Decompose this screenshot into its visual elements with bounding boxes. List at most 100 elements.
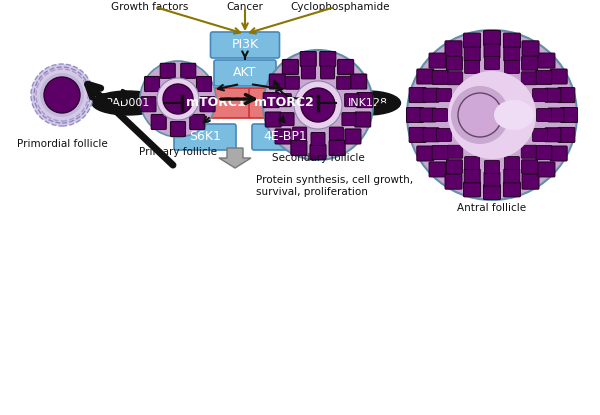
FancyBboxPatch shape	[200, 97, 215, 112]
FancyBboxPatch shape	[291, 140, 307, 156]
FancyBboxPatch shape	[320, 66, 335, 79]
Text: Cyclophosphamide: Cyclophosphamide	[290, 2, 390, 12]
FancyBboxPatch shape	[300, 51, 316, 66]
Text: RAD001: RAD001	[106, 98, 150, 108]
FancyBboxPatch shape	[423, 128, 439, 142]
Circle shape	[448, 71, 536, 159]
FancyBboxPatch shape	[464, 33, 481, 48]
FancyBboxPatch shape	[407, 107, 424, 122]
FancyBboxPatch shape	[485, 56, 499, 69]
FancyBboxPatch shape	[448, 72, 463, 85]
FancyBboxPatch shape	[342, 112, 356, 126]
FancyBboxPatch shape	[536, 146, 552, 160]
FancyBboxPatch shape	[550, 146, 567, 161]
FancyBboxPatch shape	[160, 63, 175, 78]
FancyBboxPatch shape	[558, 88, 575, 103]
FancyBboxPatch shape	[521, 56, 538, 70]
FancyBboxPatch shape	[521, 160, 538, 174]
FancyBboxPatch shape	[301, 66, 316, 79]
FancyBboxPatch shape	[484, 44, 500, 58]
Text: S6K1: S6K1	[189, 130, 221, 144]
Circle shape	[301, 88, 335, 122]
FancyBboxPatch shape	[538, 53, 555, 68]
FancyBboxPatch shape	[464, 169, 480, 183]
FancyBboxPatch shape	[337, 76, 350, 89]
Ellipse shape	[335, 91, 401, 115]
FancyBboxPatch shape	[522, 174, 539, 189]
FancyBboxPatch shape	[448, 145, 463, 158]
FancyBboxPatch shape	[329, 127, 343, 140]
FancyBboxPatch shape	[338, 59, 353, 74]
Circle shape	[458, 93, 502, 137]
Text: Protein synthesis, cell growth,
survival, proliferation: Protein synthesis, cell growth, survival…	[256, 175, 413, 197]
FancyBboxPatch shape	[445, 41, 462, 56]
FancyBboxPatch shape	[464, 47, 480, 61]
FancyBboxPatch shape	[522, 41, 539, 56]
FancyBboxPatch shape	[432, 71, 448, 84]
FancyBboxPatch shape	[446, 56, 463, 70]
FancyBboxPatch shape	[504, 169, 520, 183]
Circle shape	[44, 77, 80, 113]
Text: mTORC2: mTORC2	[254, 97, 314, 110]
FancyBboxPatch shape	[485, 161, 499, 173]
FancyBboxPatch shape	[141, 97, 156, 112]
FancyBboxPatch shape	[464, 156, 479, 170]
FancyBboxPatch shape	[269, 74, 285, 89]
FancyBboxPatch shape	[505, 61, 520, 73]
FancyBboxPatch shape	[249, 88, 319, 118]
FancyBboxPatch shape	[446, 160, 463, 174]
FancyBboxPatch shape	[344, 94, 359, 107]
FancyBboxPatch shape	[211, 32, 280, 58]
FancyBboxPatch shape	[432, 146, 448, 160]
Text: Primordial follicle: Primordial follicle	[17, 139, 107, 149]
Circle shape	[263, 50, 373, 160]
FancyBboxPatch shape	[548, 108, 564, 122]
FancyBboxPatch shape	[355, 112, 371, 127]
FancyBboxPatch shape	[190, 115, 205, 129]
FancyBboxPatch shape	[293, 127, 307, 140]
FancyBboxPatch shape	[277, 94, 292, 107]
FancyBboxPatch shape	[170, 122, 185, 137]
FancyBboxPatch shape	[429, 162, 446, 177]
Circle shape	[140, 61, 216, 137]
FancyBboxPatch shape	[151, 115, 166, 129]
Text: Antral follicle: Antral follicle	[457, 203, 527, 213]
Text: Primary follicle: Primary follicle	[139, 147, 217, 157]
FancyBboxPatch shape	[275, 129, 291, 144]
Text: INK128: INK128	[348, 98, 388, 108]
FancyBboxPatch shape	[429, 53, 446, 68]
FancyBboxPatch shape	[409, 127, 426, 142]
FancyBboxPatch shape	[484, 30, 500, 46]
FancyBboxPatch shape	[484, 172, 500, 186]
Text: AKT: AKT	[233, 66, 257, 80]
Ellipse shape	[494, 100, 534, 130]
FancyBboxPatch shape	[560, 107, 577, 122]
FancyBboxPatch shape	[283, 59, 298, 74]
FancyBboxPatch shape	[351, 74, 367, 89]
FancyBboxPatch shape	[545, 88, 561, 102]
FancyBboxPatch shape	[445, 174, 462, 189]
Text: mTORC1: mTORC1	[186, 97, 246, 110]
FancyBboxPatch shape	[145, 76, 160, 91]
Text: Growth factors: Growth factors	[112, 2, 188, 12]
Text: Cancer: Cancer	[227, 2, 263, 12]
FancyBboxPatch shape	[538, 162, 555, 177]
FancyBboxPatch shape	[329, 140, 345, 156]
FancyBboxPatch shape	[550, 69, 567, 84]
FancyBboxPatch shape	[280, 112, 294, 126]
FancyBboxPatch shape	[521, 72, 536, 85]
Circle shape	[451, 86, 509, 144]
FancyBboxPatch shape	[484, 185, 500, 200]
FancyBboxPatch shape	[423, 88, 439, 102]
Text: PI3K: PI3K	[232, 39, 259, 51]
FancyBboxPatch shape	[436, 88, 451, 102]
FancyBboxPatch shape	[417, 146, 434, 161]
FancyBboxPatch shape	[310, 144, 326, 159]
FancyBboxPatch shape	[409, 88, 426, 103]
FancyBboxPatch shape	[558, 127, 575, 142]
FancyBboxPatch shape	[464, 61, 479, 73]
FancyBboxPatch shape	[545, 128, 561, 142]
FancyBboxPatch shape	[536, 108, 551, 122]
Ellipse shape	[92, 91, 164, 115]
FancyBboxPatch shape	[345, 129, 361, 144]
